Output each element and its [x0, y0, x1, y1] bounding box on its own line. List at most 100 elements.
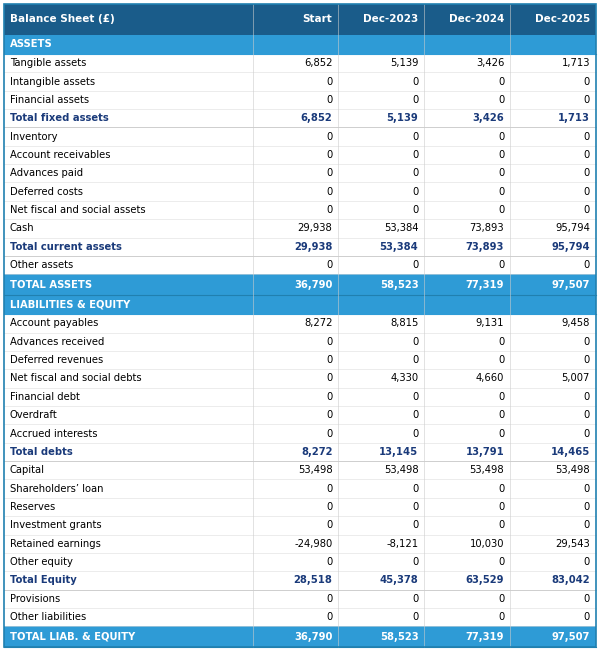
- Bar: [4, 443, 596, 461]
- Bar: [4, 387, 596, 406]
- Text: Account receivables: Account receivables: [10, 150, 110, 160]
- Text: 0: 0: [412, 594, 418, 604]
- Text: 8,272: 8,272: [304, 319, 332, 328]
- Bar: [4, 498, 596, 516]
- Text: Inventory: Inventory: [10, 132, 58, 141]
- Text: 0: 0: [412, 520, 418, 530]
- Text: 0: 0: [412, 392, 418, 402]
- Text: 0: 0: [326, 95, 332, 105]
- Bar: [4, 608, 596, 626]
- Text: Net fiscal and social assets: Net fiscal and social assets: [10, 205, 146, 215]
- Text: 0: 0: [412, 77, 418, 86]
- Text: 95,794: 95,794: [555, 223, 590, 234]
- Text: 58,523: 58,523: [380, 631, 418, 642]
- Text: 0: 0: [584, 484, 590, 494]
- Text: 0: 0: [326, 428, 332, 439]
- Bar: [4, 369, 596, 387]
- Text: 0: 0: [498, 355, 504, 365]
- Text: Account payables: Account payables: [10, 319, 98, 328]
- Text: 0: 0: [412, 132, 418, 141]
- Text: 0: 0: [326, 502, 332, 512]
- Text: Reserves: Reserves: [10, 502, 55, 512]
- Text: Deferred costs: Deferred costs: [10, 187, 83, 197]
- Text: 0: 0: [498, 132, 504, 141]
- Text: 0: 0: [326, 373, 332, 384]
- Text: 8,815: 8,815: [390, 319, 418, 328]
- Text: 3,426: 3,426: [472, 113, 504, 123]
- Text: 36,790: 36,790: [294, 280, 332, 289]
- Text: 0: 0: [584, 260, 590, 270]
- Text: Financial assets: Financial assets: [10, 95, 89, 105]
- Text: 0: 0: [498, 612, 504, 622]
- Text: 0: 0: [326, 612, 332, 622]
- Bar: [4, 127, 596, 146]
- Text: 10,030: 10,030: [470, 539, 504, 548]
- Text: 0: 0: [412, 428, 418, 439]
- Bar: [4, 238, 596, 256]
- Text: 5,139: 5,139: [386, 113, 418, 123]
- Bar: [4, 553, 596, 571]
- Text: Other equity: Other equity: [10, 557, 73, 567]
- Text: 0: 0: [498, 392, 504, 402]
- Bar: [4, 589, 596, 608]
- Text: 0: 0: [498, 520, 504, 530]
- Bar: [4, 164, 596, 182]
- Text: 45,378: 45,378: [380, 576, 418, 585]
- Text: Dec-2023: Dec-2023: [363, 14, 418, 25]
- Text: 53,384: 53,384: [384, 223, 418, 234]
- Text: 6,852: 6,852: [304, 58, 332, 68]
- Bar: [4, 461, 596, 480]
- Text: 0: 0: [498, 557, 504, 567]
- Text: 0: 0: [498, 594, 504, 604]
- Text: 77,319: 77,319: [466, 631, 504, 642]
- Text: 0: 0: [412, 502, 418, 512]
- Text: 0: 0: [326, 594, 332, 604]
- Text: 29,938: 29,938: [294, 241, 332, 252]
- Text: -24,980: -24,980: [294, 539, 332, 548]
- Text: 0: 0: [584, 132, 590, 141]
- Text: Net fiscal and social debts: Net fiscal and social debts: [10, 373, 142, 384]
- Bar: [4, 535, 596, 553]
- Text: 0: 0: [412, 205, 418, 215]
- Text: 0: 0: [326, 132, 332, 141]
- Text: 0: 0: [412, 95, 418, 105]
- Text: Shareholders’ loan: Shareholders’ loan: [10, 484, 104, 494]
- Bar: [4, 626, 596, 647]
- Text: 0: 0: [326, 520, 332, 530]
- Text: 6,852: 6,852: [301, 113, 332, 123]
- Text: 0: 0: [584, 355, 590, 365]
- Text: TOTAL LIAB. & EQUITY: TOTAL LIAB. & EQUITY: [10, 631, 135, 642]
- Text: Provisions: Provisions: [10, 594, 60, 604]
- Text: Total debts: Total debts: [10, 447, 73, 457]
- Text: Start: Start: [303, 14, 332, 25]
- Bar: [4, 480, 596, 498]
- Text: 0: 0: [326, 205, 332, 215]
- Text: 0: 0: [498, 502, 504, 512]
- Bar: [4, 516, 596, 535]
- Text: 28,518: 28,518: [293, 576, 332, 585]
- Text: 0: 0: [498, 95, 504, 105]
- Text: Total Equity: Total Equity: [10, 576, 77, 585]
- Text: Tangible assets: Tangible assets: [10, 58, 86, 68]
- Bar: [4, 406, 596, 424]
- Text: -8,121: -8,121: [386, 539, 418, 548]
- Text: 0: 0: [584, 502, 590, 512]
- Text: 0: 0: [412, 355, 418, 365]
- Text: 9,458: 9,458: [562, 319, 590, 328]
- Text: Overdraft: Overdraft: [10, 410, 58, 420]
- Text: 13,145: 13,145: [379, 447, 418, 457]
- Text: 0: 0: [584, 428, 590, 439]
- Text: 0: 0: [584, 150, 590, 160]
- Text: 1,713: 1,713: [562, 58, 590, 68]
- Bar: [4, 275, 596, 295]
- Text: 0: 0: [412, 410, 418, 420]
- Text: Deferred revenues: Deferred revenues: [10, 355, 103, 365]
- Text: 36,790: 36,790: [294, 631, 332, 642]
- Text: 0: 0: [326, 260, 332, 270]
- Bar: [4, 109, 596, 127]
- Text: 53,498: 53,498: [556, 465, 590, 475]
- Text: 5,007: 5,007: [562, 373, 590, 384]
- Text: 0: 0: [498, 168, 504, 178]
- Text: 1,713: 1,713: [558, 113, 590, 123]
- Text: 83,042: 83,042: [551, 576, 590, 585]
